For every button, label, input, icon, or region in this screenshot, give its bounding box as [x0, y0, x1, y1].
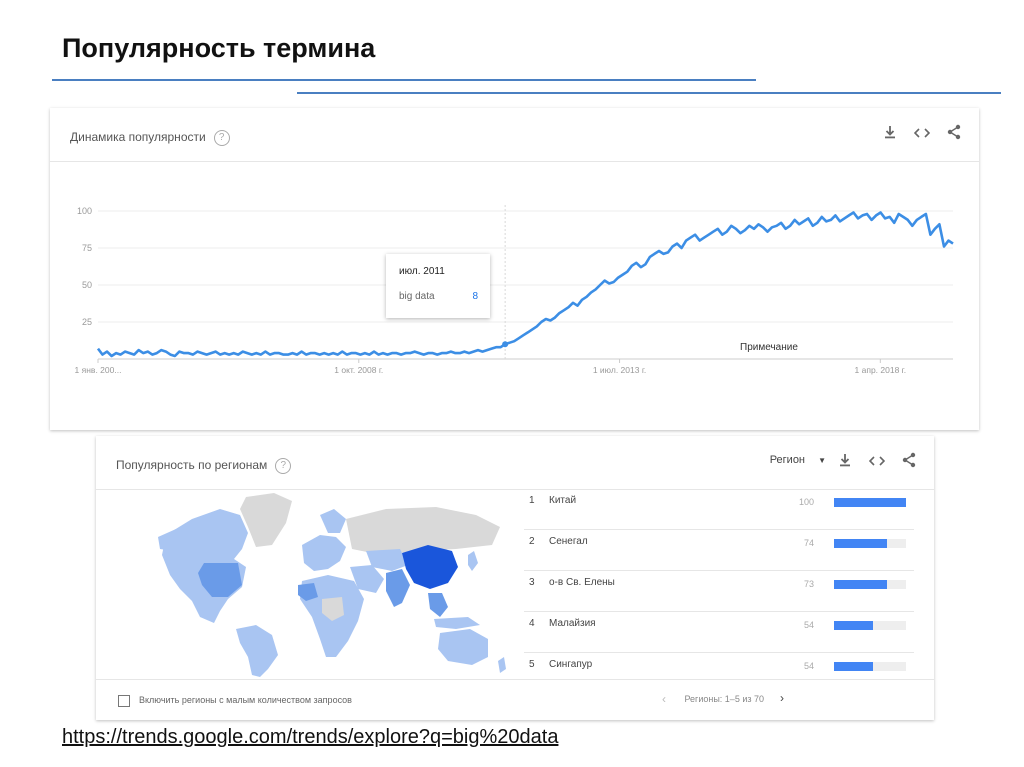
- embed-code-icon[interactable]: [913, 126, 931, 142]
- download-icon[interactable]: [836, 453, 854, 470]
- embed-code-icon[interactable]: [868, 454, 886, 470]
- region-rank: 3: [529, 577, 535, 588]
- pager-text: Регионы: 1–5 из 70: [684, 694, 764, 704]
- map-region-japan: [468, 551, 478, 571]
- slide-title: Популярность термина: [62, 33, 376, 63]
- region-row[interactable]: 4 Малайзия 54: [524, 612, 914, 653]
- world-map[interactable]: [96, 489, 514, 679]
- card-header: Популярность по регионам? Регион ▼: [96, 436, 934, 490]
- region-row[interactable]: 1 Китай 100: [524, 489, 914, 530]
- interest-by-region-card: Популярность по регионам? Регион ▼: [96, 436, 934, 720]
- map-region-new-zealand: [498, 657, 506, 673]
- chart-note[interactable]: Примечание: [740, 342, 798, 353]
- chart-tooltip: июл. 2011 big data 8: [386, 254, 490, 318]
- map-region-central-asia: [366, 549, 408, 571]
- x-tick-label: 1 июл. 2013 г.: [593, 365, 646, 375]
- map-region-usa: [198, 563, 242, 597]
- card-footer: Включить регионы с малым количеством зап…: [96, 679, 934, 721]
- y-tick-label: 50: [82, 280, 92, 290]
- map-region-china: [402, 545, 458, 589]
- region-bar-track: [834, 621, 906, 630]
- share-icon[interactable]: [900, 452, 918, 471]
- region-name[interactable]: о-в Св. Елены: [549, 577, 615, 588]
- low-volume-checkbox[interactable]: [118, 695, 130, 707]
- map-region-europe: [302, 535, 346, 571]
- download-icon[interactable]: [881, 125, 899, 142]
- y-tick-label: 75: [82, 243, 92, 253]
- x-tick-label: 1 янв. 200...: [75, 365, 122, 375]
- region-value: 100: [798, 497, 814, 507]
- region-rank: 2: [529, 536, 535, 547]
- series-line: [96, 211, 954, 358]
- region-value: 74: [803, 538, 814, 548]
- source-link[interactable]: https://trends.google.com/trends/explore…: [62, 726, 559, 748]
- region-bar-track: [834, 498, 906, 507]
- tooltip-series: big data: [399, 291, 435, 302]
- y-tick-label: 100: [77, 206, 92, 216]
- tooltip-value: 8: [472, 291, 478, 302]
- region-name[interactable]: Сенегал: [549, 536, 588, 547]
- region-name[interactable]: Сингапур: [549, 659, 593, 670]
- card-tools: [881, 124, 963, 143]
- map-region-russia: [346, 507, 500, 555]
- region-name[interactable]: Малайзия: [549, 618, 596, 629]
- chevron-left-icon[interactable]: ‹: [662, 692, 666, 706]
- caret-down-icon: ▼: [818, 456, 826, 465]
- region-row[interactable]: 3 о-в Св. Елены 73: [524, 571, 914, 612]
- x-tick-label: 1 окт. 2008 г.: [334, 365, 383, 375]
- interest-over-time-card: Динамика популярности? 25 50 75 100 1 янв. 2…: [50, 108, 979, 430]
- low-volume-checkbox-label[interactable]: Включить регионы с малым количеством зап…: [139, 695, 352, 705]
- map-region-australia: [438, 629, 488, 665]
- map-region-scandinavia: [320, 509, 346, 533]
- region-bar-track: [834, 580, 906, 589]
- tooltip-date: июл. 2011: [399, 266, 445, 277]
- region-list: 1 Китай 100 2 Сенегал 74 3 о-в Св. Елены…: [514, 489, 934, 693]
- x-tick-label: 1 апр. 2018 г.: [855, 365, 907, 375]
- region-rank: 1: [529, 495, 535, 506]
- region-value: 54: [803, 661, 814, 671]
- map-region-west-africa: [298, 583, 318, 601]
- chevron-right-icon[interactable]: ›: [780, 691, 784, 705]
- map-region-central-africa: [322, 597, 344, 621]
- share-icon[interactable]: [945, 124, 963, 143]
- region-bar: [834, 539, 888, 548]
- region-name[interactable]: Китай: [549, 495, 577, 506]
- map-region-greenland: [240, 493, 292, 547]
- region-bar-track: [834, 539, 906, 548]
- trend-chart: 25 50 75 100 1 янв. 200... 1 окт. 2008 г. 1 ию…: [75, 205, 954, 375]
- map-region-india: [386, 569, 410, 607]
- card-title: Популярность по регионам?: [116, 458, 292, 474]
- map-region-southeast-asia: [428, 593, 448, 617]
- card-title: Динамика популярности?: [70, 130, 230, 146]
- region-dropdown-label: Регион: [769, 454, 806, 466]
- region-bar: [834, 662, 873, 671]
- map-region-indonesia: [434, 617, 480, 629]
- title-underline-offset: [297, 92, 1001, 94]
- region-rank: 5: [529, 659, 535, 670]
- region-row[interactable]: 2 Сенегал 74: [524, 530, 914, 571]
- card-header: Динамика популярности?: [50, 108, 979, 162]
- help-circle-icon[interactable]: ?: [275, 458, 292, 474]
- region-rank: 4: [529, 618, 535, 629]
- title-underline: [52, 79, 756, 81]
- map-region-south-america: [236, 625, 278, 677]
- hover-point: [502, 341, 509, 348]
- help-circle-icon[interactable]: ?: [213, 130, 230, 146]
- region-bar: [834, 621, 873, 630]
- region-value: 54: [803, 620, 814, 630]
- region-bar: [834, 580, 887, 589]
- region-dropdown[interactable]: Регион ▼: [770, 454, 826, 466]
- card-title-text: Динамика популярности: [70, 130, 206, 145]
- card-tools: [836, 452, 918, 471]
- y-tick-label: 25: [82, 317, 92, 327]
- region-row[interactable]: 5 Сингапур 54: [524, 653, 914, 693]
- region-bar: [834, 498, 906, 507]
- map-region-middle-east: [350, 565, 384, 593]
- card-title-text: Популярность по регионам: [116, 458, 268, 473]
- region-value: 73: [803, 579, 814, 589]
- map-region-alaska: [158, 529, 186, 551]
- region-bar-track: [834, 662, 906, 671]
